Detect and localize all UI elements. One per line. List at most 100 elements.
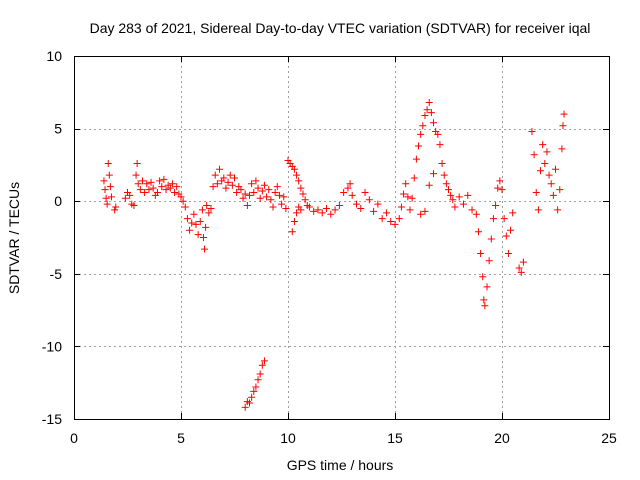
data-point — [545, 171, 553, 179]
data-point — [507, 226, 515, 234]
data-point — [496, 177, 504, 185]
data-point — [252, 383, 260, 391]
data-point — [323, 204, 331, 212]
data-point — [299, 190, 307, 198]
data-point — [559, 122, 567, 130]
data-point — [425, 98, 433, 106]
data-point — [192, 220, 200, 228]
x-tick-label: 5 — [177, 430, 185, 446]
data-point — [532, 188, 540, 196]
data-point — [145, 186, 153, 194]
data-point — [445, 186, 452, 194]
data-point — [297, 206, 305, 214]
data-point — [494, 184, 502, 192]
data-point — [290, 218, 298, 226]
data-point — [198, 206, 206, 214]
data-point — [112, 203, 120, 211]
data-point — [357, 204, 365, 212]
data-point — [233, 188, 241, 196]
data-point — [541, 159, 549, 167]
data-point — [282, 204, 290, 212]
data-point — [560, 110, 568, 118]
data-point — [207, 204, 215, 212]
data-point — [310, 207, 318, 215]
data-point — [248, 180, 256, 188]
y-tick-label: 10 — [46, 48, 62, 64]
data-point — [530, 151, 538, 159]
data-point — [378, 215, 386, 223]
data-point — [412, 155, 420, 163]
data-point — [537, 167, 545, 175]
data-point — [188, 219, 196, 227]
data-point — [278, 200, 286, 208]
data-point — [489, 215, 497, 223]
data-point — [258, 361, 266, 369]
data-point — [485, 257, 493, 265]
data-point — [331, 206, 339, 214]
data-point — [136, 186, 144, 194]
axis-ticks — [74, 56, 610, 420]
data-point — [213, 180, 221, 188]
data-point — [203, 202, 211, 210]
data-point — [250, 387, 258, 395]
data-point — [504, 249, 512, 257]
data-point — [483, 283, 491, 291]
data-point — [260, 181, 268, 189]
data-point — [327, 210, 335, 218]
data-point — [143, 180, 151, 188]
x-tick-label: 20 — [494, 430, 510, 446]
data-point — [153, 188, 161, 196]
data-point — [196, 218, 204, 226]
data-point — [318, 209, 326, 217]
data-point — [103, 200, 111, 208]
data-point — [552, 165, 559, 173]
data-point — [293, 209, 301, 217]
data-point — [421, 112, 429, 120]
data-point — [517, 268, 525, 276]
data-point — [173, 183, 181, 191]
data-point — [211, 171, 219, 179]
data-point — [293, 171, 301, 179]
data-point — [547, 180, 555, 188]
data-point — [248, 393, 256, 401]
data-point — [498, 186, 506, 194]
x-tick-labels: 0 5 10 15 20 25 — [70, 430, 617, 446]
data-point — [181, 203, 189, 211]
y-tick-label: -10 — [42, 338, 62, 354]
data-point — [205, 209, 213, 217]
plot-frame — [74, 56, 610, 420]
y-tick-label: 5 — [54, 121, 62, 137]
data-points — [100, 98, 568, 411]
data-point — [226, 171, 234, 179]
data-point — [177, 193, 185, 201]
data-point — [190, 210, 198, 218]
data-point — [382, 209, 390, 217]
x-axis-label: GPS time / hours — [287, 457, 394, 473]
data-point — [558, 145, 566, 153]
y-tick-label: 0 — [54, 193, 62, 209]
data-point — [156, 177, 164, 185]
data-point — [220, 174, 228, 182]
data-point — [440, 171, 448, 179]
data-point — [100, 177, 108, 185]
data-point — [346, 180, 354, 188]
data-point — [509, 209, 517, 217]
data-point — [419, 122, 427, 130]
data-point — [417, 130, 425, 138]
data-point — [158, 183, 166, 191]
y-tick-labels: -15 -10 -5 0 5 10 — [42, 48, 62, 427]
data-point — [449, 196, 457, 204]
data-point — [256, 370, 264, 378]
data-point — [421, 207, 429, 215]
data-point — [265, 186, 273, 194]
y-axis-label: SDTVAR / TECUs — [6, 182, 22, 294]
chart-title: Day 283 of 2021, Sidereal Day-to-day VTE… — [90, 20, 591, 36]
data-point — [231, 174, 238, 182]
data-point — [111, 206, 119, 214]
data-point — [515, 264, 523, 272]
data-point — [500, 215, 508, 223]
data-point — [415, 142, 423, 150]
data-point — [160, 175, 168, 183]
x-tick-label: 15 — [387, 430, 403, 446]
data-point — [250, 188, 258, 196]
